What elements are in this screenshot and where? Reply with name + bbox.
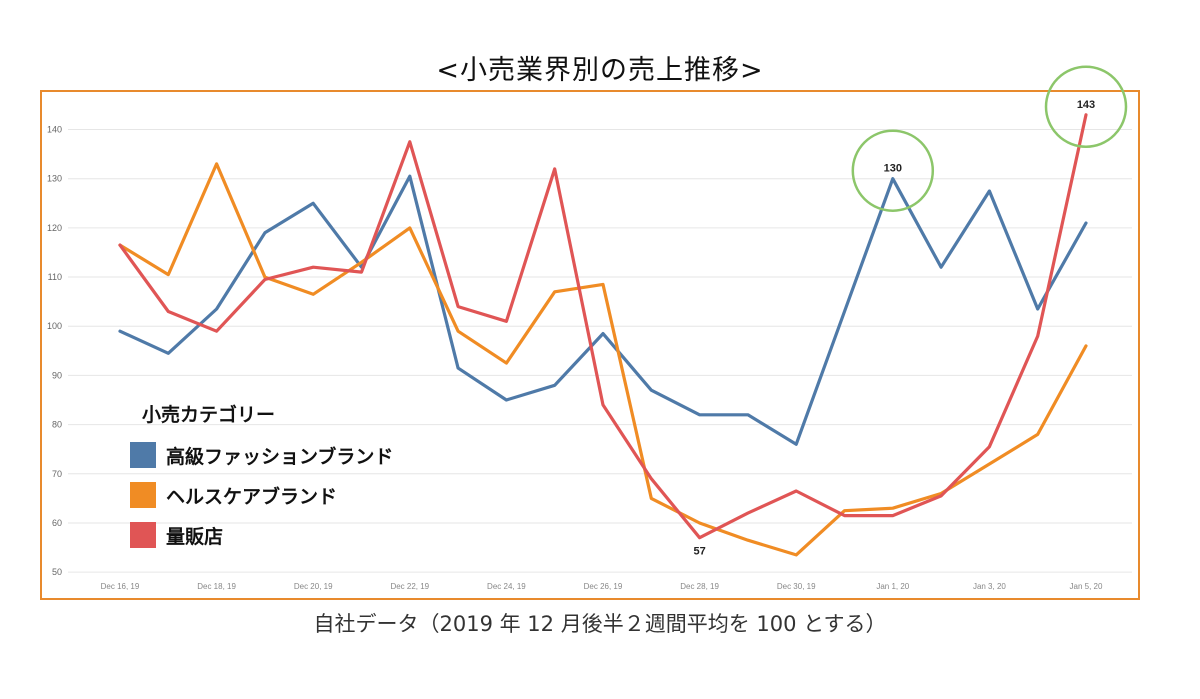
data-label: 130 (884, 163, 902, 175)
x-tick-label: Dec 20, 19 (294, 582, 333, 591)
y-tick-label: 130 (47, 174, 62, 184)
legend-item-mass-retail: 量販店 (130, 515, 393, 555)
x-tick-label: Dec 26, 19 (584, 582, 623, 591)
y-tick-label: 70 (52, 469, 62, 479)
x-tick-label: Dec 18, 19 (197, 582, 236, 591)
grid-lines (68, 129, 1132, 573)
y-tick-label: 90 (52, 370, 62, 380)
legend-label: ヘルスケアブランド (166, 485, 338, 508)
y-tick-label: 140 (47, 125, 62, 135)
chart-frame (40, 90, 1140, 600)
series-line-2 (118, 113, 1088, 540)
x-axis-ticks: Dec 16, 19 Dec 18, 19 Dec 20, 19 Dec 22, 19… (101, 582, 1103, 591)
legend-swatch (130, 482, 156, 508)
legend-item-healthcare: ヘルスケアブランド (130, 475, 393, 515)
chart-caption: 自社データ（2019 年 12 月後半２週間平均を 100 とする） (313, 612, 887, 636)
x-tick-label: Dec 24, 19 (487, 582, 526, 591)
legend-title: 小売カテゴリー (142, 404, 276, 426)
legend-item-fashion: 高級ファッションブランド (130, 435, 393, 475)
series-lines (118, 113, 1088, 557)
y-axis-ticks: 50 60 70 80 90 100 110 120 130 140 (47, 125, 62, 578)
y-tick-label: 120 (47, 223, 62, 233)
legend-label: 高級ファッションブランド (166, 445, 394, 468)
y-tick-label: 110 (48, 272, 62, 282)
x-tick-label: Jan 1, 20 (876, 582, 909, 591)
x-tick-label: Dec 28, 19 (680, 582, 719, 591)
series-line-0 (118, 174, 1088, 446)
x-tick-label: Jan 3, 20 (973, 582, 1006, 591)
legend-swatch (130, 442, 156, 468)
data-label: 143 (1077, 99, 1095, 111)
highlight-circle (1044, 65, 1128, 149)
legend: 小売カテゴリー 高級ファッションブランド ヘルスケアブランド 量販店 (130, 400, 393, 555)
x-tick-label: Dec 30, 19 (777, 582, 816, 591)
y-tick-label: 50 (52, 567, 62, 577)
y-tick-label: 80 (52, 420, 62, 430)
x-tick-label: Jan 5, 20 (1070, 582, 1103, 591)
legend-label: 量販店 (166, 525, 224, 548)
x-tick-label: Dec 22, 19 (390, 582, 429, 591)
data-label: 57 (693, 546, 705, 558)
y-tick-label: 60 (52, 518, 62, 528)
annotations: 130 143 57 (693, 65, 1128, 558)
y-tick-label: 100 (47, 321, 62, 331)
series-line-1 (118, 162, 1088, 557)
x-tick-label: Dec 16, 19 (101, 582, 140, 591)
chart-title: <小売業界別の売上推移> (436, 55, 764, 86)
legend-swatch (130, 522, 156, 548)
highlight-circle (851, 129, 935, 212)
